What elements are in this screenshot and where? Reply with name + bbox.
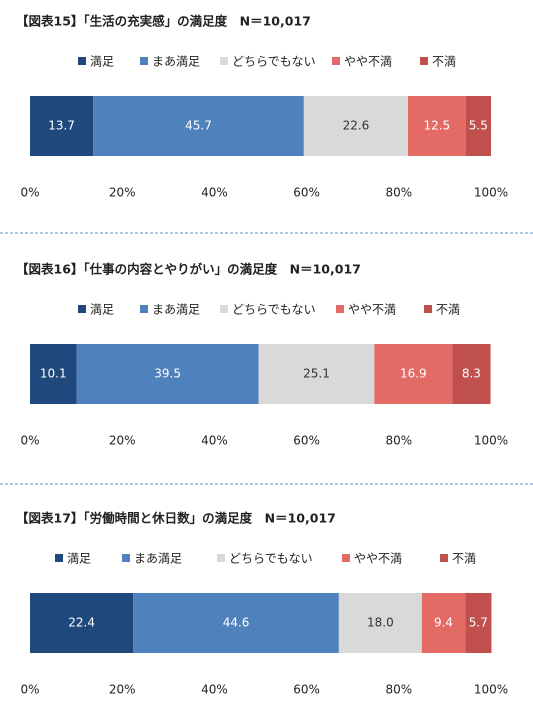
x-tick-label: 100% <box>474 683 508 697</box>
legend-swatch <box>78 57 86 65</box>
data-label: 12.5 <box>423 119 450 133</box>
legend-label: どちらでもない <box>232 303 316 317</box>
bar-segment <box>76 344 259 404</box>
x-tick-label: 80% <box>385 186 412 200</box>
x-tick-label: 20% <box>109 683 136 697</box>
bar-segment <box>303 96 409 156</box>
data-label: 10.1 <box>40 367 67 381</box>
data-label: 18.0 <box>367 616 394 630</box>
legend-label: まあ満足 <box>134 552 182 566</box>
chart-title: 【図表17】「労働時間と休日数」の満足度 N＝10,017 <box>16 511 336 526</box>
legend-label: 不満 <box>452 552 476 566</box>
bar-segment <box>465 96 491 156</box>
legend-label: やや不満 <box>354 552 402 566</box>
data-label: 22.4 <box>68 616 95 630</box>
legend-label: まあ満足 <box>152 55 200 69</box>
legend-label: やや不満 <box>348 303 396 317</box>
bar-segment <box>338 593 422 653</box>
data-label: 5.5 <box>469 119 488 133</box>
legend-label: 不満 <box>436 303 460 317</box>
data-label: 44.6 <box>223 616 250 630</box>
legend-swatch <box>220 57 228 65</box>
x-tick-label: 0% <box>20 683 39 697</box>
data-label: 9.4 <box>434 616 453 630</box>
data-label: 22.6 <box>343 119 370 133</box>
legend-swatch <box>140 57 148 65</box>
x-tick-label: 40% <box>201 434 228 448</box>
bar-segment <box>465 593 492 653</box>
chart-title: 【図表15】「生活の充実感」の満足度 N＝10,017 <box>16 14 311 29</box>
x-tick-label: 0% <box>20 434 39 448</box>
legend-swatch <box>420 57 428 65</box>
legend-label: 不満 <box>432 55 456 69</box>
data-label: 16.9 <box>400 367 427 381</box>
legend-label: まあ満足 <box>152 303 200 317</box>
x-tick-label: 40% <box>201 683 228 697</box>
legend-swatch <box>332 57 340 65</box>
bar-segment <box>30 344 77 404</box>
data-label: 5.7 <box>469 616 488 630</box>
legend-swatch <box>336 305 344 313</box>
x-tick-label: 100% <box>474 186 508 200</box>
x-tick-label: 40% <box>201 186 228 200</box>
legend-swatch <box>122 554 130 562</box>
x-tick-label: 60% <box>293 186 320 200</box>
bar-segment <box>133 593 339 653</box>
bar-segment <box>93 96 304 156</box>
legend-swatch <box>140 305 148 313</box>
bar-segment <box>452 344 491 404</box>
x-tick-label: 60% <box>293 434 320 448</box>
chart-title: 【図表16】「仕事の内容とやりがい」の満足度 N＝10,017 <box>16 262 361 277</box>
bar-segment <box>30 593 134 653</box>
legend-swatch <box>424 305 432 313</box>
x-tick-label: 0% <box>20 186 39 200</box>
data-label: 13.7 <box>48 119 75 133</box>
legend-label: 満足 <box>90 55 114 69</box>
data-label: 39.5 <box>154 367 181 381</box>
legend-label: どちらでもない <box>232 55 316 69</box>
legend-swatch <box>220 305 228 313</box>
legend-label: やや不満 <box>344 55 392 69</box>
legend-swatch <box>55 554 63 562</box>
bar-segment <box>30 96 94 156</box>
data-label: 45.7 <box>185 119 212 133</box>
x-tick-label: 60% <box>293 683 320 697</box>
legend-swatch <box>342 554 350 562</box>
x-tick-label: 80% <box>385 683 412 697</box>
legend-swatch <box>78 305 86 313</box>
bar-segment <box>258 344 375 404</box>
data-label: 8.3 <box>462 367 481 381</box>
bar-segment <box>421 593 466 653</box>
x-tick-label: 20% <box>109 434 136 448</box>
legend-label: 満足 <box>67 552 91 566</box>
x-tick-label: 20% <box>109 186 136 200</box>
legend-swatch <box>440 554 448 562</box>
bar-segment <box>374 344 453 404</box>
bar-segment <box>408 96 466 156</box>
legend-swatch <box>217 554 225 562</box>
x-tick-label: 80% <box>385 434 412 448</box>
data-label: 25.1 <box>303 367 330 381</box>
legend-label: 満足 <box>90 303 114 317</box>
legend-label: どちらでもない <box>229 552 313 566</box>
x-tick-label: 100% <box>474 434 508 448</box>
